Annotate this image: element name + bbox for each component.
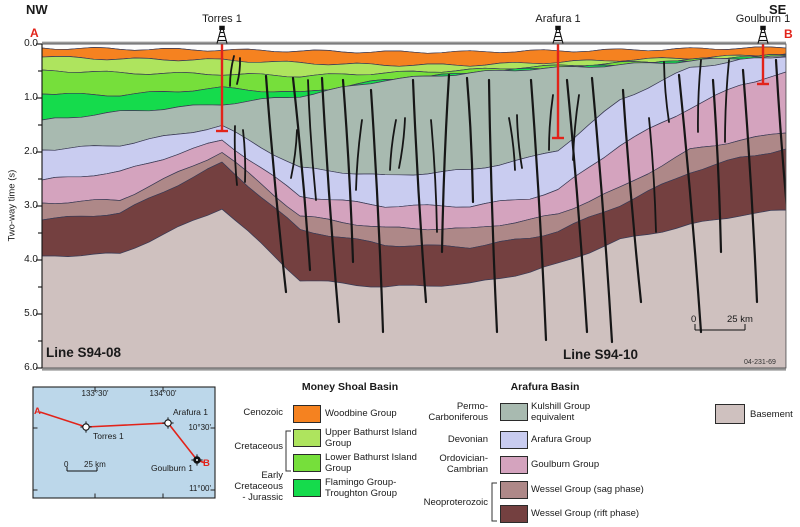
fault-line [565, 78, 589, 334]
fault-line [697, 59, 702, 133]
legend-swatch-flamingo [293, 479, 321, 497]
inset-map [32, 386, 216, 499]
derrick-icon [216, 25, 228, 44]
map-well-symbol [162, 417, 174, 429]
legend-swatch-upper-bathurst [293, 429, 321, 447]
fault-line [290, 129, 298, 179]
y-axis [36, 43, 43, 369]
fault-line [621, 88, 643, 304]
fault-line [529, 78, 548, 342]
fault-line [508, 117, 516, 171]
map-well-symbol [191, 454, 203, 466]
fault-line [430, 119, 438, 233]
fault-line [320, 76, 341, 324]
fault-line [242, 129, 247, 183]
wellbore-torres-1 [216, 44, 228, 133]
legend-swatch-goulburn-group [500, 456, 528, 474]
fault-line [307, 79, 317, 201]
fault-line [233, 125, 238, 186]
fault-line [648, 117, 657, 233]
fault-line [398, 117, 406, 169]
bracket-cretaceous [285, 430, 291, 472]
fault-line [236, 57, 241, 85]
fault-line [548, 94, 554, 151]
layer-basement [42, 208, 786, 368]
fault-line [677, 73, 703, 334]
wellbore-arafura-1 [552, 44, 564, 140]
map-scale-bar [66, 467, 98, 472]
legend-swatch-wessel-rift [500, 505, 528, 523]
legend-swatch-wessel-sag [500, 481, 528, 499]
legend-swatch-kulshill [500, 403, 528, 421]
fault-line [440, 73, 451, 254]
fault-line [229, 55, 235, 87]
fault-line [663, 61, 670, 123]
fault-line [291, 76, 312, 272]
fault-line [264, 74, 288, 294]
fault-line [341, 78, 355, 264]
fault-line [389, 119, 397, 171]
fault-line [516, 114, 523, 169]
bracket-neoproterozoic [491, 482, 497, 522]
fault-line [724, 59, 730, 143]
fault-line [355, 119, 363, 191]
fault-line [572, 94, 580, 161]
derrick-icon [757, 25, 769, 44]
fault-lines [229, 55, 786, 344]
fault-line [411, 78, 428, 304]
cross-section [42, 44, 786, 368]
fault-line [590, 76, 614, 344]
fault-line [369, 88, 385, 334]
map-frame [32, 386, 216, 499]
wellbore-goulburn-1 [757, 44, 769, 86]
legend-swatch-woodbine [293, 405, 321, 423]
legend-swatch-lower-bathurst [293, 454, 321, 472]
fault-line [711, 78, 723, 254]
derrick-icon [552, 25, 564, 44]
fault-line [774, 58, 786, 211]
section-scale-bar [694, 324, 746, 331]
fault-line [465, 76, 475, 204]
legend-swatch-arafura-group [500, 431, 528, 449]
fault-line [741, 68, 759, 304]
fault-line [487, 78, 499, 334]
legend-swatch-basement [715, 404, 745, 424]
map-well-symbol [80, 421, 92, 433]
